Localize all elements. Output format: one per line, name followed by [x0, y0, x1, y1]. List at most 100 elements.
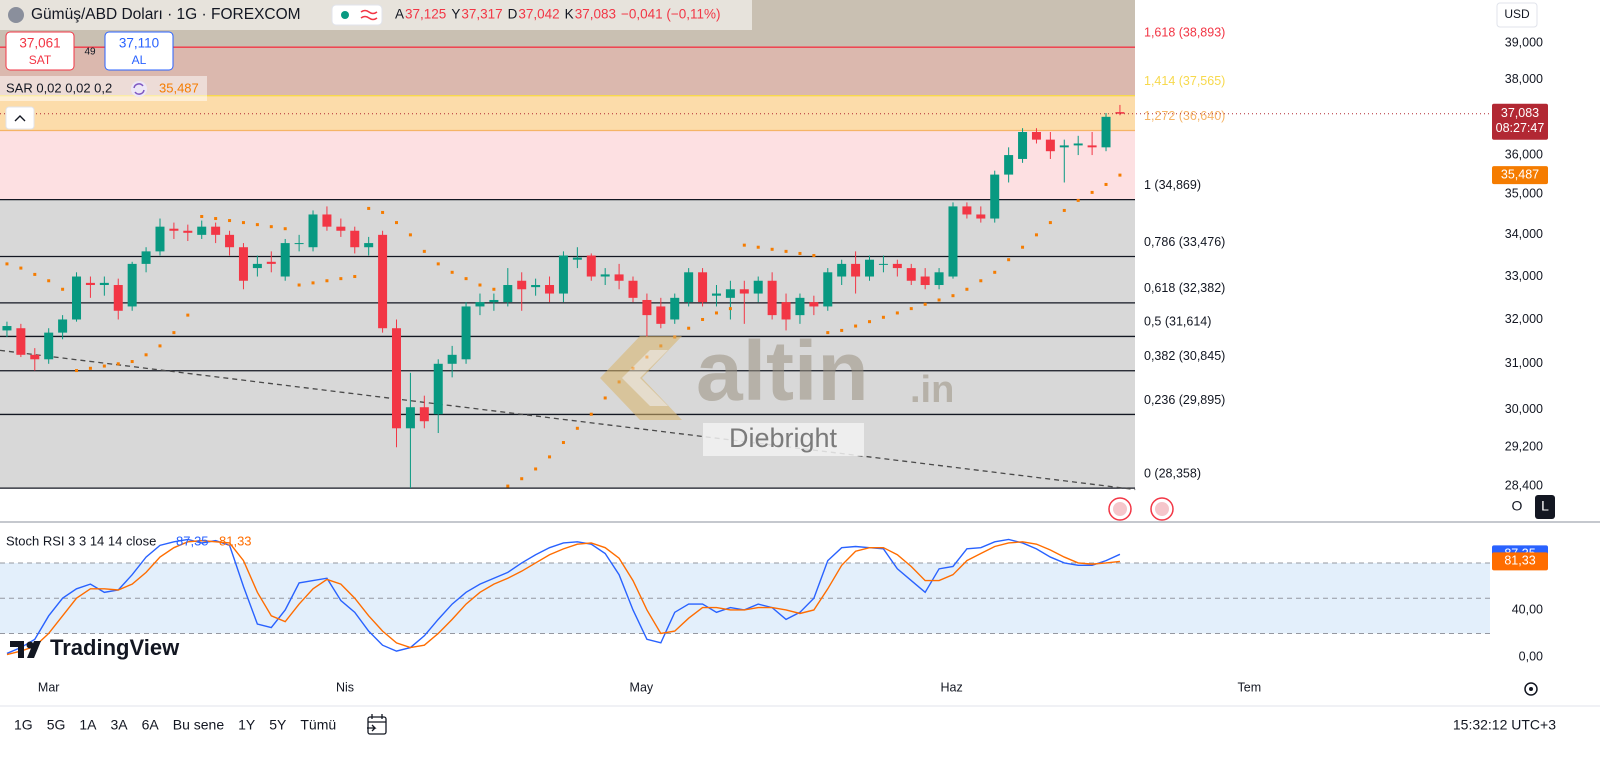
fib-label: 1,618 (38,893): [1144, 25, 1225, 39]
y-tick-label: 36,000: [1505, 147, 1543, 161]
range-button[interactable]: 1Y: [238, 717, 256, 733]
candle-body: [948, 206, 958, 277]
candle-body: [447, 354, 457, 364]
sar-dot: [19, 266, 23, 270]
sar-dot: [88, 366, 92, 370]
fib-label: 1 (34,869): [1144, 178, 1201, 192]
sar-dot: [47, 279, 51, 283]
currency: USD: [1504, 7, 1530, 21]
range-button[interactable]: 3A: [111, 717, 129, 733]
candle-body: [865, 259, 875, 277]
sar-dot: [909, 307, 913, 311]
buy-button[interactable]: [104, 31, 174, 71]
sar-dot: [408, 233, 412, 237]
sar-dot: [798, 251, 802, 255]
y-tick-label: 34,000: [1505, 227, 1543, 241]
sar-dot: [102, 364, 106, 368]
candle-body: [183, 230, 193, 233]
x-tick-label: May: [630, 680, 654, 694]
candle-body: [72, 276, 82, 320]
sar-dot: [269, 225, 273, 229]
candle-body: [670, 297, 680, 320]
stoch-d-value: 81,33: [219, 533, 252, 548]
sar-dot: [1090, 190, 1094, 194]
fib-label: 0,236 (29,895): [1144, 393, 1225, 407]
candle-body: [1045, 139, 1055, 152]
sar-dot: [75, 369, 79, 373]
scale-button-linear[interactable]: L: [1541, 498, 1549, 514]
range-button[interactable]: Tümü: [300, 717, 336, 733]
sar-dot: [937, 298, 941, 302]
ohlc-value: 37,125: [405, 7, 446, 22]
candle-body: [350, 230, 360, 248]
sell-button[interactable]: [5, 31, 75, 71]
sar-dot: [965, 287, 969, 291]
sar-dot: [714, 311, 718, 315]
clock: 15:32:12 UTC+3: [1453, 717, 1556, 733]
sar-dot: [881, 315, 885, 319]
range-button[interactable]: 5Y: [269, 717, 287, 733]
candle-body: [1018, 131, 1028, 159]
candle-body: [976, 214, 986, 219]
last-price-label: 37,083: [1501, 106, 1539, 120]
candle-body: [739, 289, 749, 294]
candle-body: [2, 326, 12, 331]
sar-dot: [1104, 182, 1108, 186]
sar-dot: [1118, 173, 1122, 177]
candle-body: [725, 289, 735, 298]
sar-legend-bg: [0, 76, 207, 101]
range-button[interactable]: Bu sene: [173, 717, 225, 733]
currency-button[interactable]: [1496, 2, 1538, 28]
sar-dot: [172, 331, 176, 335]
y-tick-label: 40,00: [1512, 602, 1543, 616]
candle-body: [545, 285, 555, 294]
settings-icon[interactable]: [1524, 682, 1538, 696]
buy-price: 37,110: [119, 36, 159, 51]
y-tick-label: 32,000: [1505, 312, 1543, 326]
sell-label: SAT: [29, 53, 52, 67]
candle-body: [920, 276, 930, 286]
sar-dot: [367, 206, 371, 210]
collapse-button[interactable]: [5, 106, 35, 130]
candle-body: [280, 243, 290, 277]
candle-body: [656, 306, 666, 324]
candle-body: [378, 234, 388, 329]
sar-dot: [241, 221, 245, 225]
y-tick-label: 29,200: [1505, 440, 1543, 454]
sar-price-box: [1492, 166, 1548, 185]
ohlc-value: 37,317: [461, 7, 502, 22]
candle-body: [85, 282, 95, 286]
sar-dot: [506, 484, 510, 488]
candle-body: [531, 285, 541, 288]
candle-body: [141, 251, 151, 264]
range-button[interactable]: 5G: [47, 717, 66, 733]
candle-body: [308, 214, 318, 248]
ohlc-legend: A 37,125 Y 37,317 D 37,042 K 37,083 −0,041 (−0,1…: [395, 7, 721, 22]
sar-dot: [158, 344, 162, 348]
last-price-box: [1492, 103, 1548, 140]
candle-body: [1073, 143, 1083, 146]
sar-dot: [520, 477, 524, 481]
calendar-icon-lines: [367, 714, 386, 732]
candle-body: [698, 272, 708, 303]
scale-button-log[interactable]: O: [1512, 498, 1523, 514]
range-button[interactable]: 1G: [14, 717, 33, 733]
spread: 49: [84, 47, 96, 58]
range-button[interactable]: 1A: [79, 717, 97, 733]
sar-dot: [283, 227, 287, 231]
ohlc-key: A: [395, 7, 404, 22]
sar-dot: [603, 396, 607, 400]
symbol-icon: [8, 7, 24, 23]
buy-label: AL: [132, 53, 147, 67]
sar-dot: [1048, 221, 1052, 225]
candle-body: [892, 263, 902, 269]
sar-dot: [144, 353, 148, 357]
candle-body: [851, 263, 861, 277]
sar-dot: [993, 270, 997, 274]
brand: TradingView: [50, 635, 180, 660]
calendar-icon[interactable]: [367, 716, 387, 735]
y-tick-label: 0,00: [1519, 649, 1543, 663]
status-badge[interactable]: [331, 4, 383, 26]
candle-body: [572, 257, 582, 260]
range-button[interactable]: 6A: [142, 717, 160, 733]
